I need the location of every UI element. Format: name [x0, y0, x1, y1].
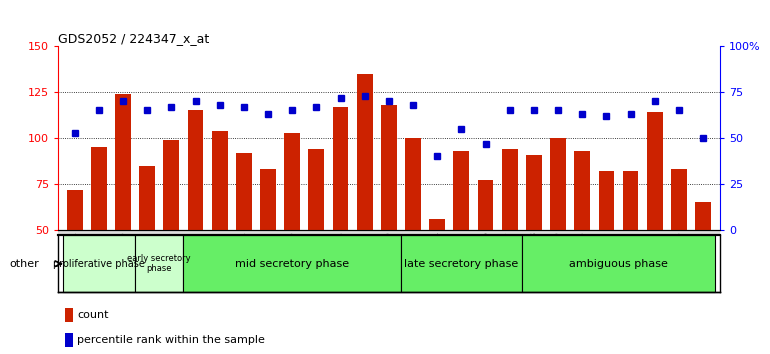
Bar — [284, 132, 300, 230]
Bar — [381, 105, 397, 230]
Bar — [91, 147, 107, 230]
Bar — [212, 131, 227, 230]
Bar — [163, 140, 179, 230]
Bar — [526, 155, 542, 230]
Bar — [454, 151, 469, 230]
Bar — [574, 151, 590, 230]
Bar — [139, 166, 155, 230]
Bar — [598, 171, 614, 230]
Bar — [502, 149, 517, 230]
Text: proliferative phase: proliferative phase — [53, 259, 145, 269]
Bar — [116, 94, 131, 230]
Bar — [647, 112, 662, 230]
Text: late secretory phase: late secretory phase — [404, 259, 518, 269]
Bar — [67, 190, 82, 230]
Bar — [357, 74, 373, 230]
Bar — [551, 138, 566, 230]
Bar — [333, 107, 348, 230]
Bar — [183, 235, 401, 292]
Bar — [430, 219, 445, 230]
Text: other: other — [9, 259, 39, 269]
Bar — [623, 171, 638, 230]
Text: percentile rank within the sample: percentile rank within the sample — [77, 335, 265, 345]
Bar — [236, 153, 252, 230]
Bar — [188, 110, 203, 230]
Bar — [405, 138, 421, 230]
Bar — [522, 235, 715, 292]
Bar — [671, 169, 687, 230]
Bar — [477, 181, 494, 230]
Text: GDS2052 / 224347_x_at: GDS2052 / 224347_x_at — [58, 32, 209, 45]
Bar — [401, 235, 522, 292]
Text: ambiguous phase: ambiguous phase — [569, 259, 668, 269]
Text: early secretory
phase: early secretory phase — [128, 254, 191, 273]
Text: mid secretory phase: mid secretory phase — [235, 259, 350, 269]
Bar — [309, 149, 324, 230]
Text: count: count — [77, 310, 109, 320]
Bar — [135, 235, 183, 292]
Bar — [695, 202, 711, 230]
Bar — [62, 235, 135, 292]
Bar — [260, 169, 276, 230]
